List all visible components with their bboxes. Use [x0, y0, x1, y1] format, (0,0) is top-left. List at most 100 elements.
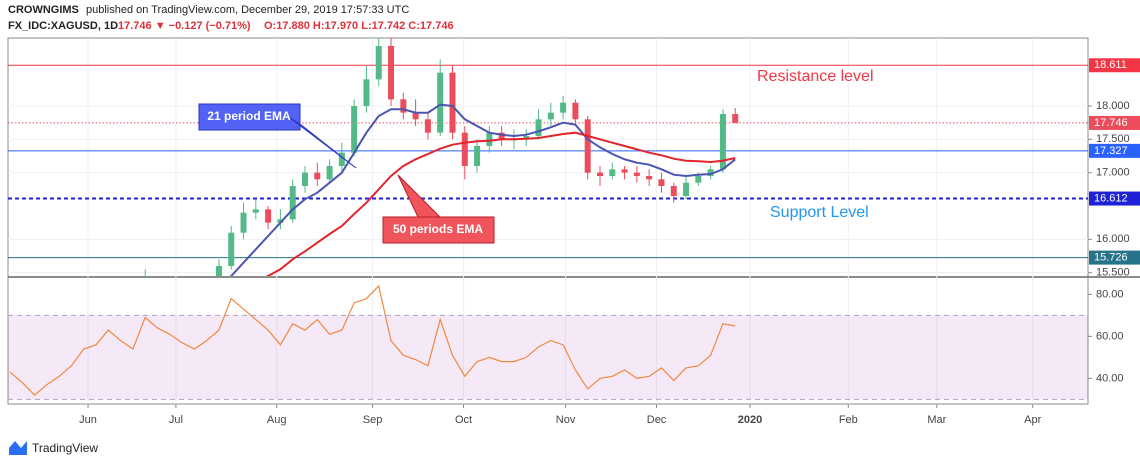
line — [229, 103, 736, 276]
level-tag — [1089, 115, 1140, 130]
y-tick-label: 16.000 — [1096, 233, 1130, 245]
candle-body — [547, 112, 554, 120]
ema50-callout: 50 periods EMA — [382, 174, 495, 244]
x-tick-label: Mar — [927, 414, 946, 426]
x-tick-label: 2020 — [738, 414, 762, 426]
candle-body — [621, 169, 628, 173]
candle-body — [301, 172, 308, 186]
candle-body — [265, 209, 272, 223]
last-price: 17.746 ▼ −0.127 (−0.71%) — [118, 20, 251, 32]
candle-body — [707, 169, 714, 176]
level-label: 17.746 — [1094, 117, 1128, 129]
callout-box — [198, 103, 301, 131]
published: published on TradingView.com, December 2… — [86, 4, 409, 16]
level-label: 17.327 — [1094, 145, 1128, 157]
candle-body — [277, 219, 284, 223]
candle-body — [314, 172, 321, 180]
candle-body — [167, 286, 173, 287]
x-tick-label: Aug — [267, 414, 287, 426]
candle-body — [228, 232, 235, 266]
candle-body — [351, 106, 358, 153]
level-label: 16.612 — [1094, 192, 1128, 204]
callout-box — [382, 216, 495, 244]
candle-body — [474, 146, 481, 166]
candle-body — [400, 99, 407, 113]
footer: TradingView — [9, 441, 98, 455]
candle-body — [326, 166, 333, 180]
candle-body — [375, 46, 382, 80]
x-tick-label: Nov — [556, 414, 576, 426]
candle-body — [437, 72, 444, 133]
candle-body — [240, 212, 247, 233]
candle-body — [584, 119, 591, 173]
level-tag — [1089, 143, 1140, 158]
candle-body — [130, 293, 136, 300]
annotation: Resistance level — [757, 68, 874, 85]
candle-body — [179, 286, 185, 293]
level-tag — [1089, 58, 1140, 73]
candle-body — [363, 79, 370, 106]
candle-body — [572, 102, 579, 120]
x-tick-label: Oct — [455, 414, 472, 426]
candle-body — [461, 132, 468, 166]
candle-body — [732, 114, 739, 123]
x-tick-label: Apr — [1024, 414, 1041, 426]
x-tick-label: Sep — [363, 414, 383, 426]
ema21-callout: 21 period EMA — [198, 103, 357, 169]
candle-body — [670, 186, 677, 196]
candle-body — [388, 46, 395, 100]
header: CROWNGIMS published on TradingView.com, … — [8, 4, 454, 32]
grid — [8, 38, 1088, 404]
candle-body — [633, 172, 640, 176]
candle-body — [449, 72, 456, 133]
y-tick-label: 80.00 — [1096, 288, 1124, 300]
candle-body — [289, 186, 296, 220]
x-tick-label: Dec — [647, 414, 667, 426]
candle-body — [596, 172, 603, 176]
candle-body — [154, 283, 160, 286]
author: CROWNGIMS — [8, 4, 79, 16]
line — [266, 131, 736, 276]
candle-body — [498, 132, 505, 140]
levels — [8, 64, 1088, 259]
y-tick-label: 60.00 — [1096, 330, 1124, 342]
candle-body — [252, 209, 259, 213]
y-tick-label: 18.000 — [1096, 100, 1130, 112]
rsi-band — [8, 315, 1088, 400]
rsi-line — [9, 284, 736, 397]
price-pane — [93, 38, 739, 313]
candle-body — [719, 114, 726, 170]
candle-body — [142, 283, 148, 300]
candle-body — [215, 266, 222, 276]
y-tick-label: 17.500 — [1096, 133, 1130, 145]
brand: TradingView — [32, 441, 98, 455]
x-tick-label: Feb — [839, 414, 858, 426]
candle-body — [118, 293, 124, 300]
callout-pointer — [397, 174, 442, 218]
candle-body — [535, 119, 542, 136]
annotation: Support Level — [770, 204, 869, 221]
level-tag — [1089, 191, 1140, 206]
candle-body — [560, 102, 567, 113]
candle-body — [683, 182, 690, 196]
candle-body — [338, 152, 345, 166]
x-tick-label: Jul — [169, 414, 183, 426]
candle-body — [486, 132, 493, 146]
candle-body — [658, 179, 665, 186]
callout-pointer — [289, 117, 357, 169]
candle-body — [191, 293, 197, 296]
x-tick-label: Jun — [79, 414, 97, 426]
y-tick-label: 40.00 — [1096, 372, 1124, 384]
symbol: FX_IDC:XAGUSD, 1D — [8, 20, 118, 32]
candle-body — [93, 306, 99, 313]
brand-logo — [9, 441, 27, 455]
candle-body — [105, 299, 111, 306]
level-label: 15.726 — [1094, 252, 1128, 264]
candle-body — [412, 112, 419, 120]
candle-body — [523, 136, 530, 140]
candle-body — [609, 169, 616, 176]
candle-body — [695, 176, 702, 183]
callout-label: 21 period EMA — [207, 109, 291, 123]
y-tick-label: 15.500 — [1096, 267, 1130, 279]
